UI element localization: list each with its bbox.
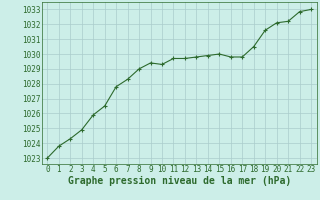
- X-axis label: Graphe pression niveau de la mer (hPa): Graphe pression niveau de la mer (hPa): [68, 176, 291, 186]
